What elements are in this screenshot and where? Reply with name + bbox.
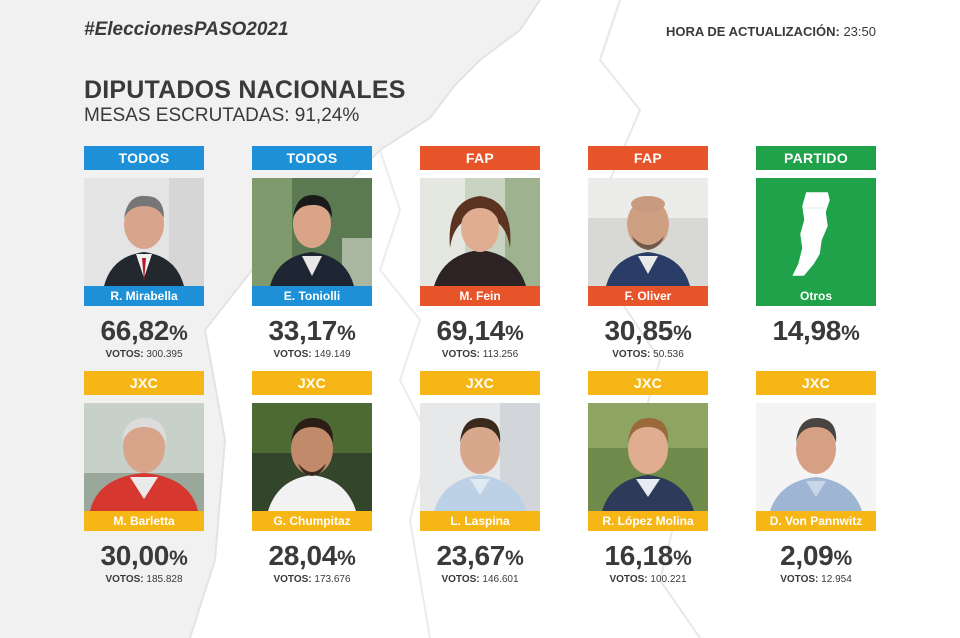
candidate-card-chumpitaz: JXC G. Chumpitaz 28,04% VOTOS: 173.676 (252, 371, 372, 585)
candidate-percent: 66,82% (100, 315, 188, 346)
party-tag: TODOS (84, 146, 204, 170)
candidate-percent: 69,14% (436, 315, 524, 346)
candidate-name: E. Toniolli (252, 286, 372, 306)
candidate-card-toniolli: TODOS E. Toniolli 33,17% VOTOS: 149.149 (252, 146, 372, 360)
candidate-photo (420, 403, 540, 511)
party-tag: TODOS (252, 146, 372, 170)
candidate-card-barletta: JXC M. Barletta 30,00% VOTOS: 185.828 (84, 371, 204, 585)
candidate-percent: 28,04% (268, 540, 356, 571)
candidate-photo (588, 178, 708, 286)
update-time: HORA DE ACTUALIZACIÓN: 23:50 (666, 24, 876, 39)
update-label: HORA DE ACTUALIZACIÓN: (666, 24, 840, 39)
candidate-photo (84, 178, 204, 286)
update-value: 23:50 (843, 24, 876, 39)
candidate-name: M. Barletta (84, 511, 204, 531)
candidate-percent: 23,67% (436, 540, 524, 571)
candidate-card-oliver: FAP F. Oliver 30,85% VOTOS: 50.536 (588, 146, 708, 360)
party-tag: PARTIDO (756, 146, 876, 170)
candidate-name: M. Fein (420, 286, 540, 306)
candidate-votes: VOTOS: 300.395 (105, 349, 183, 360)
party-tag: JXC (756, 371, 876, 395)
candidate-photo (252, 178, 372, 286)
candidate-votes: VOTOS: 113.256 (441, 349, 519, 360)
candidate-card-fein: FAP M. Fein 69,14% VOTOS: 113.256 (420, 146, 540, 360)
candidate-percent: 16,18% (604, 540, 692, 571)
candidate-photo (588, 403, 708, 511)
party-tag: JXC (420, 371, 540, 395)
candidate-photo (252, 403, 372, 511)
candidate-votes: VOTOS: 146.601 (441, 574, 519, 585)
candidate-card-von-pannwitz: JXC D. Von Pannwitz 2,09% VOTOS: 12.954 (756, 371, 876, 585)
candidate-name: R. López Molina (588, 511, 708, 531)
candidate-name: R. Mirabella (84, 286, 204, 306)
party-percent: 14,98% (772, 315, 860, 346)
candidate-card-laspina: JXC L. Laspina 23,67% VOTOS: 146.601 (420, 371, 540, 585)
party-tag: JXC (252, 371, 372, 395)
party-tag: FAP (420, 146, 540, 170)
candidate-percent: 2,09% (780, 540, 852, 571)
candidate-card-lopez-molina: JXC R. López Molina 16,18% VOTOS: 100.22… (588, 371, 708, 585)
candidate-name: D. Von Pannwitz (756, 511, 876, 531)
candidate-votes: VOTOS: 185.828 (105, 574, 183, 585)
candidate-votes: VOTOS: 50.536 (612, 349, 684, 360)
party-tag: JXC (588, 371, 708, 395)
candidate-votes: VOTOS: 149.149 (273, 349, 351, 360)
candidate-votes: VOTOS: 12.954 (780, 574, 852, 585)
santa-fe-map-icon (756, 178, 876, 286)
candidate-photo (756, 403, 876, 511)
candidate-votes: VOTOS: 173.676 (273, 574, 351, 585)
hashtag: #EleccionesPASO2021 (84, 19, 289, 40)
candidate-photo (84, 403, 204, 511)
candidate-percent: 30,85% (604, 315, 692, 346)
candidate-photo (420, 178, 540, 286)
page-title: DIPUTADOS NACIONALES (84, 76, 406, 104)
candidate-name: F. Oliver (588, 286, 708, 306)
candidate-name: G. Chumpitaz (252, 511, 372, 531)
candidate-card-mirabella: TODOS R. Mirabella 66,82% VOTOS: 300.395 (84, 146, 204, 360)
candidate-percent: 33,17% (268, 315, 356, 346)
candidate-name: L. Laspina (420, 511, 540, 531)
candidate-votes: VOTOS: 100.221 (609, 574, 687, 585)
page-subtitle: MESAS ESCRUTADAS: 91,24% (84, 105, 360, 126)
party-name: Otros (756, 286, 876, 306)
party-tag: JXC (84, 371, 204, 395)
party-tag: FAP (588, 146, 708, 170)
party-card-otros: PARTIDO Otros 14,98% (756, 146, 876, 347)
candidate-percent: 30,00% (100, 540, 188, 571)
